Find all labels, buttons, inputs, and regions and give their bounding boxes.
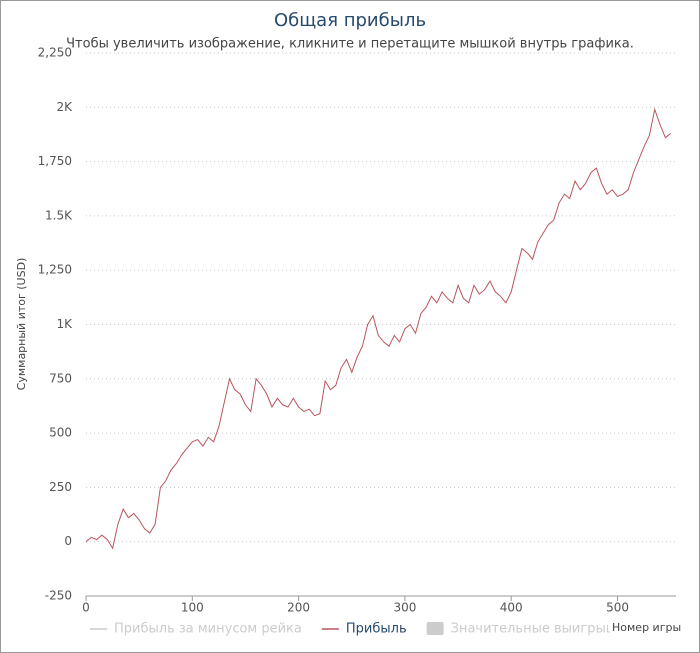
y-tick-label: 1,750	[38, 154, 72, 168]
legend: Прибыль за минусом рейка Прибыль Значитель…	[90, 622, 626, 637]
x-tick-label: 500	[606, 601, 629, 615]
y-tick-label: 1K	[56, 317, 73, 331]
y-tick-label: 2K	[56, 100, 73, 114]
x-axis-label: Номер игры	[612, 621, 681, 634]
y-tick-label: 250	[49, 480, 72, 494]
y-tick-label: 0	[64, 534, 72, 548]
chart-subtitle: Чтобы увеличить изображение, кликните и …	[66, 37, 634, 52]
y-tick-label: 500	[49, 426, 72, 440]
x-tick-label: 0	[82, 601, 90, 615]
y-tick-label: -250	[45, 589, 72, 603]
series-line	[85, 107, 672, 550]
legend-label[interactable]: Прибыль	[346, 622, 407, 637]
y-tick-label: 1.5K	[45, 208, 73, 222]
legend-symbol	[426, 622, 444, 635]
y-tick-label: 750	[49, 371, 72, 385]
x-tick-label: 300	[393, 601, 416, 615]
x-tick-label: 200	[287, 601, 310, 615]
y-axis-label: Суммарный итог (USD)	[15, 258, 28, 391]
y-tick-label: 2,250	[38, 46, 72, 60]
x-tick-label: 400	[500, 601, 523, 615]
legend-label[interactable]: Прибыль за минусом рейка	[114, 622, 302, 637]
x-tick-label: 100	[181, 601, 204, 615]
chart-title: Общая прибыль	[274, 10, 426, 31]
legend-label[interactable]: Значительные выигрыши	[451, 622, 626, 637]
y-tick-label: 1,250	[38, 263, 72, 277]
